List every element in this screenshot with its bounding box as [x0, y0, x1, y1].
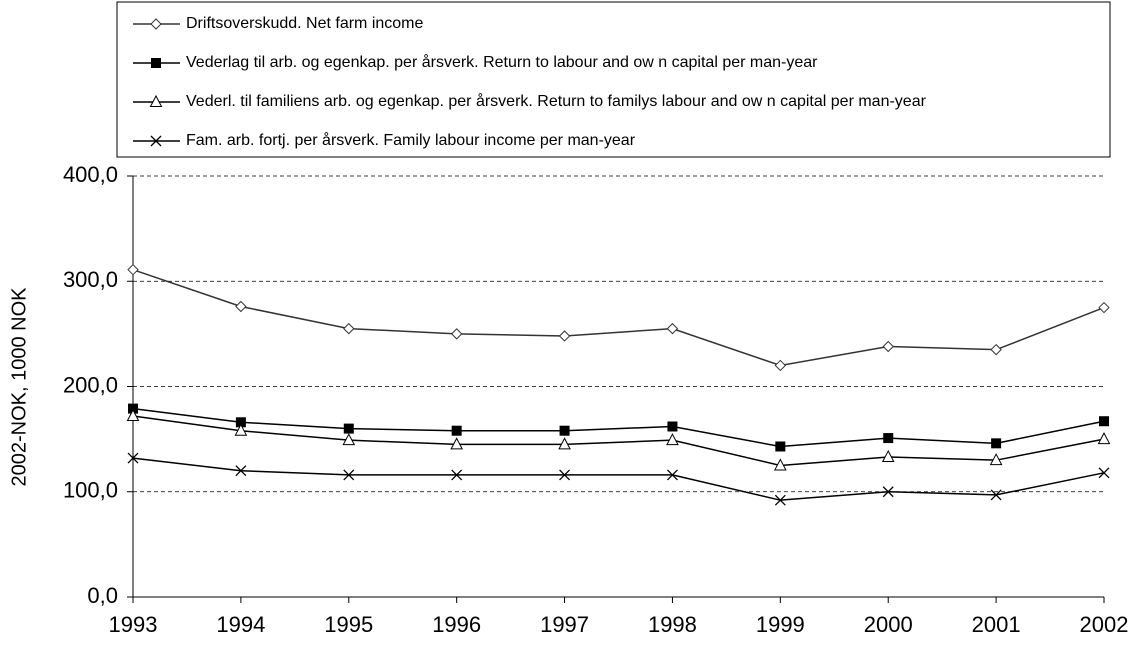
- x-tick-label: 1996: [432, 612, 481, 637]
- x-tick-label: 1999: [756, 612, 805, 637]
- legend-box: [116, 1, 1111, 158]
- marker: [149, 94, 163, 107]
- marker: [774, 494, 786, 506]
- marker: [235, 465, 247, 477]
- x-tick-label: 2001: [972, 612, 1021, 637]
- marker: [450, 437, 463, 450]
- marker: [558, 437, 571, 450]
- marker: [343, 322, 355, 335]
- marker: [342, 433, 356, 446]
- x-tick-label: 2000: [864, 612, 913, 637]
- marker: [990, 343, 1002, 356]
- marker: [666, 322, 679, 335]
- marker: [881, 449, 895, 463]
- series-line: [132, 457, 1105, 501]
- marker: [126, 408, 140, 421]
- marker: [990, 489, 1002, 501]
- y-tick-label: 0,0: [87, 583, 118, 608]
- marker: [1098, 301, 1110, 314]
- x-tick-label: 2002: [1080, 612, 1129, 637]
- marker: [1099, 416, 1109, 427]
- marker: [559, 425, 570, 436]
- series-line: [132, 407, 1105, 448]
- marker: [450, 328, 463, 340]
- y-tick-label: 200,0: [63, 372, 118, 397]
- series-line: [132, 268, 1105, 367]
- marker: [882, 340, 894, 353]
- legend-label: Vederlag til arb. og egenkap. per årsver…: [186, 53, 818, 71]
- marker: [127, 263, 139, 276]
- x-tick-label: 1995: [324, 612, 373, 637]
- marker: [1098, 467, 1110, 479]
- marker: [559, 469, 571, 481]
- series-line: [132, 415, 1105, 467]
- marker: [150, 135, 162, 147]
- marker: [989, 453, 1003, 466]
- marker: [666, 433, 679, 446]
- legend-label: Vederl. til familiens arb. og egenkap. p…: [186, 92, 927, 110]
- marker: [343, 469, 355, 481]
- marker: [127, 452, 139, 464]
- x-tick-label: 1993: [109, 612, 158, 637]
- marker: [774, 359, 787, 372]
- y-axis-label: 2002-NOK, 1000 NOK: [8, 287, 30, 487]
- y-tick-label: 400,0: [63, 162, 118, 187]
- y-tick-label: 300,0: [63, 267, 118, 292]
- legend-label: Fam. arb. fortj. per årsverk. Family lab…: [186, 131, 636, 149]
- marker: [666, 469, 678, 481]
- marker: [775, 441, 786, 452]
- marker: [451, 425, 462, 436]
- marker: [451, 469, 463, 481]
- marker: [343, 423, 354, 434]
- marker: [150, 18, 162, 30]
- marker: [667, 421, 678, 432]
- y-tick-label: 100,0: [63, 478, 118, 503]
- marker: [235, 300, 247, 313]
- marker: [774, 458, 787, 471]
- marker: [151, 58, 161, 68]
- legend-label: Driftsoverskudd. Net farm income: [186, 15, 424, 32]
- x-tick-label: 1994: [216, 612, 265, 637]
- marker: [1097, 432, 1111, 445]
- x-tick-label: 1998: [648, 612, 697, 637]
- marker: [883, 433, 894, 444]
- marker: [558, 330, 571, 342]
- marker: [991, 438, 1002, 449]
- marker: [234, 423, 248, 436]
- marker: [882, 486, 894, 498]
- x-tick-label: 1997: [540, 612, 589, 637]
